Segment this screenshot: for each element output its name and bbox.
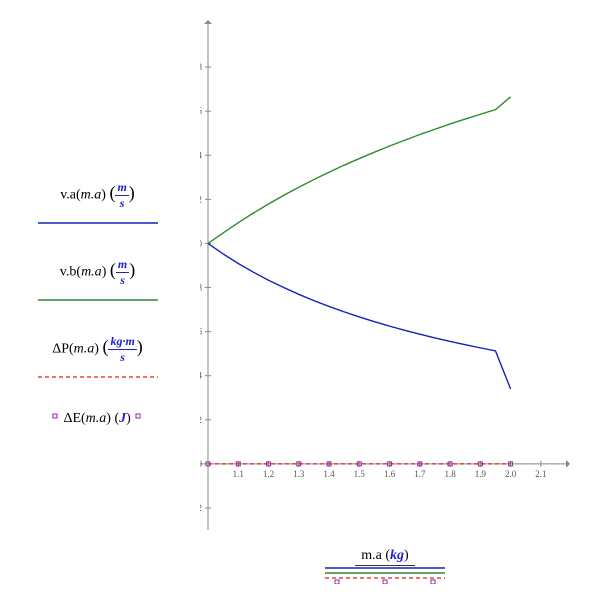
svg-text:1.8: 1.8 bbox=[200, 62, 203, 72]
svg-text:1.8: 1.8 bbox=[444, 469, 456, 479]
svg-text:0.8: 0.8 bbox=[200, 283, 203, 293]
svg-text:1.2: 1.2 bbox=[200, 194, 202, 204]
legend-label: ΔE(m.a) bbox=[63, 411, 111, 426]
svg-text:0.2: 0.2 bbox=[200, 415, 202, 425]
legend-item-va: v.a(m.a) (ms) bbox=[10, 180, 185, 231]
legend-label: v.b(m.a) bbox=[60, 265, 107, 280]
svg-text:2.0: 2.0 bbox=[505, 469, 517, 479]
legend-item-vb: v.b(m.a) (ms) bbox=[10, 257, 185, 308]
svg-text:1.5: 1.5 bbox=[354, 469, 366, 479]
x-axis-label-block: m.a (kg) bbox=[200, 548, 570, 589]
svg-text:-0.2: -0.2 bbox=[200, 503, 202, 513]
legend-item-dp: ΔP(m.a) (kg·ms) bbox=[10, 334, 185, 385]
svg-text:2.1: 2.1 bbox=[535, 469, 546, 479]
svg-text:1.3: 1.3 bbox=[293, 469, 305, 479]
svg-text:0.4: 0.4 bbox=[200, 371, 203, 381]
legend-swatch-va bbox=[38, 215, 158, 231]
svg-text:1.6: 1.6 bbox=[200, 106, 203, 116]
x-axis-label-swatches bbox=[200, 566, 570, 589]
x-axis-label: m.a (kg) bbox=[200, 548, 570, 564]
svg-text:1.4: 1.4 bbox=[200, 150, 203, 160]
svg-text:1.4: 1.4 bbox=[323, 469, 335, 479]
svg-text:1.1: 1.1 bbox=[233, 469, 244, 479]
legend: v.a(m.a) (ms) v.b(m.a) (ms) ΔP(m.a) (kg·… bbox=[10, 180, 185, 453]
legend-label: ΔP(m.a) bbox=[52, 342, 99, 357]
svg-text:1.6: 1.6 bbox=[384, 469, 396, 479]
svg-text:1.0: 1.0 bbox=[200, 238, 203, 248]
svg-text:1.7: 1.7 bbox=[414, 469, 426, 479]
svg-text:1.2: 1.2 bbox=[263, 469, 274, 479]
svg-text:0.6: 0.6 bbox=[200, 327, 203, 337]
legend-swatch-dp bbox=[38, 369, 158, 385]
legend-label: v.a(m.a) bbox=[60, 188, 106, 203]
legend-swatch-de-left bbox=[51, 411, 61, 426]
legend-item-de: ΔE(m.a) (J) bbox=[10, 411, 185, 427]
chart-svg: 1.11.21.31.41.51.61.71.81.92.02.1-0.200.… bbox=[200, 20, 570, 530]
legend-swatch-de-right bbox=[134, 411, 144, 426]
legend-swatch-vb bbox=[38, 292, 158, 308]
svg-text:1.9: 1.9 bbox=[475, 469, 487, 479]
chart-plot: 1.11.21.31.41.51.61.71.81.92.02.1-0.200.… bbox=[200, 20, 570, 530]
